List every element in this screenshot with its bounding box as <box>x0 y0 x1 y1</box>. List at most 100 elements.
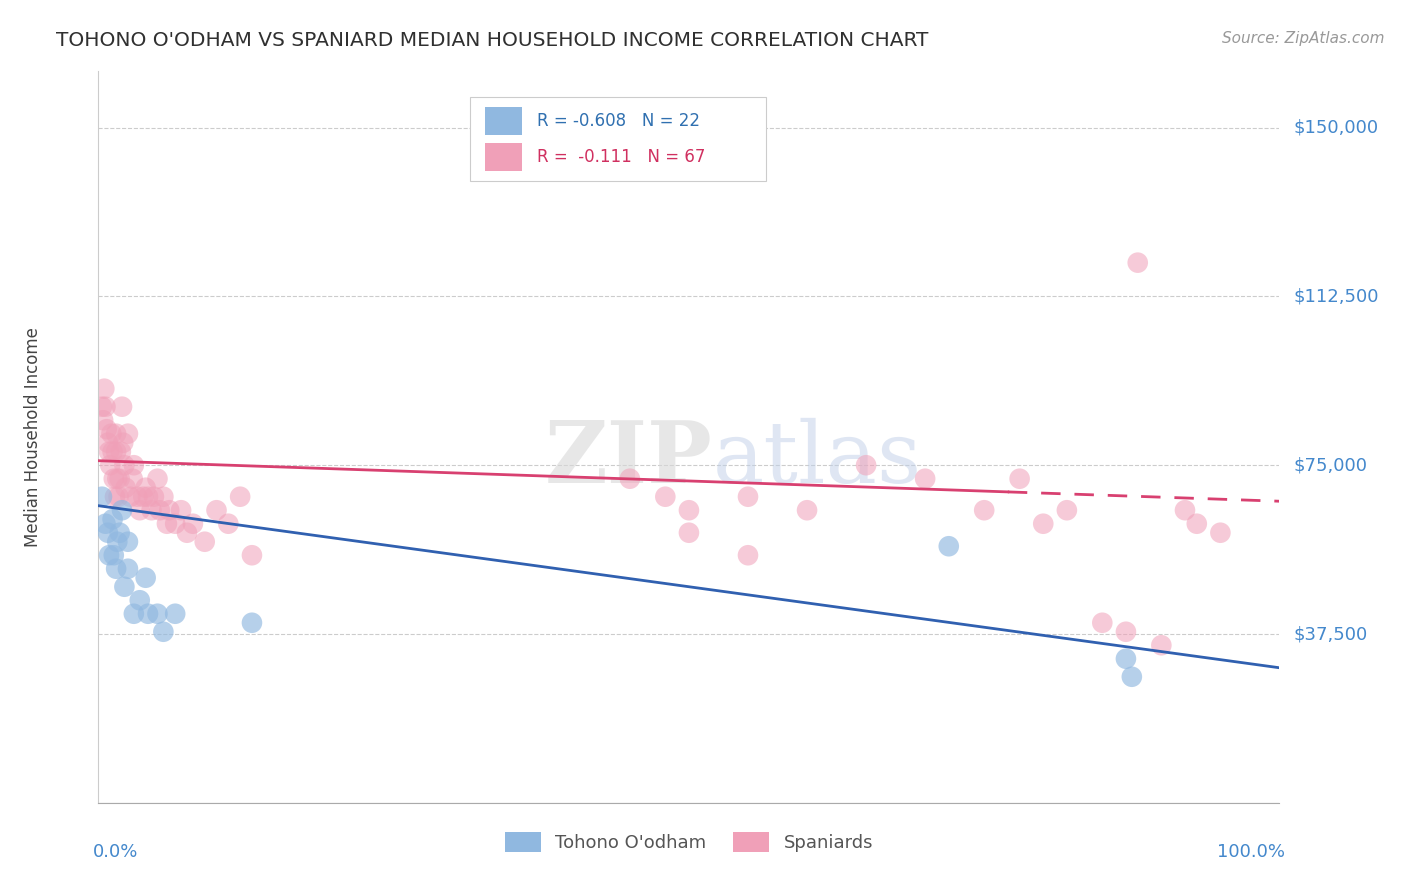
Point <box>105 426 128 441</box>
Point <box>229 490 252 504</box>
Point <box>165 607 187 621</box>
Point <box>120 490 142 504</box>
Point <box>136 607 159 621</box>
Point <box>240 615 263 630</box>
Point <box>914 472 936 486</box>
Point <box>1008 472 1031 486</box>
Point <box>98 458 121 473</box>
Legend: Tohono O'odham, Spaniards: Tohono O'odham, Spaniards <box>498 824 880 860</box>
Text: $37,500: $37,500 <box>1294 625 1368 643</box>
Point <box>1126 255 1149 269</box>
Point <box>98 548 121 562</box>
Text: $150,000: $150,000 <box>1294 119 1379 136</box>
Point <box>121 472 143 486</box>
Point <box>737 548 759 562</box>
Point <box>1185 516 1208 531</box>
Point <box>132 490 155 504</box>
Point <box>117 534 139 549</box>
Point <box>796 503 818 517</box>
Point <box>127 490 149 504</box>
Point <box>98 444 121 458</box>
Point <box>100 426 122 441</box>
Point <box>165 516 187 531</box>
Point <box>217 516 239 531</box>
Point <box>1174 503 1197 517</box>
Point <box>107 490 129 504</box>
Point <box>1056 503 1078 517</box>
Point <box>112 435 135 450</box>
Point <box>104 490 127 504</box>
Point <box>96 422 118 436</box>
Point <box>181 516 204 531</box>
Point <box>194 534 217 549</box>
Text: $75,000: $75,000 <box>1294 456 1368 475</box>
Point <box>855 458 877 473</box>
Text: 0.0%: 0.0% <box>93 843 138 861</box>
Point <box>128 503 150 517</box>
Text: R =  -0.111   N = 67: R = -0.111 N = 67 <box>537 148 704 166</box>
Text: Source: ZipAtlas.com: Source: ZipAtlas.com <box>1222 31 1385 46</box>
Point <box>205 503 228 517</box>
Point <box>678 503 700 517</box>
Point <box>1115 652 1137 666</box>
Point <box>678 525 700 540</box>
Point <box>128 593 150 607</box>
Point <box>101 444 124 458</box>
Point <box>122 607 145 621</box>
Point <box>156 516 179 531</box>
Text: 100.0%: 100.0% <box>1218 843 1285 861</box>
Point <box>1121 670 1143 684</box>
Point <box>152 624 174 639</box>
Point <box>111 503 134 517</box>
Point <box>1115 624 1137 639</box>
Text: atlas: atlas <box>713 417 922 500</box>
Bar <box>485 143 523 171</box>
Text: R = -0.608   N = 22: R = -0.608 N = 22 <box>537 112 700 130</box>
Point <box>135 481 157 495</box>
Point <box>103 472 125 486</box>
Point <box>122 458 145 473</box>
Point <box>1032 516 1054 531</box>
Point <box>97 435 120 450</box>
Point <box>91 400 114 414</box>
FancyBboxPatch shape <box>471 97 766 181</box>
Point <box>91 490 114 504</box>
Point <box>157 503 180 517</box>
Point <box>94 400 117 414</box>
Point <box>149 503 172 517</box>
Point <box>108 525 131 540</box>
Point <box>619 472 641 486</box>
Point <box>146 607 169 621</box>
Point <box>117 426 139 441</box>
Text: TOHONO O'ODHAM VS SPANIARD MEDIAN HOUSEHOLD INCOME CORRELATION CHART: TOHONO O'ODHAM VS SPANIARD MEDIAN HOUSEH… <box>56 31 928 50</box>
Point <box>108 472 131 486</box>
Point <box>117 562 139 576</box>
Text: Median Household Income: Median Household Income <box>24 327 42 547</box>
Point <box>737 490 759 504</box>
Point <box>1209 525 1232 540</box>
Point <box>110 444 132 458</box>
Point <box>97 525 120 540</box>
Text: ZIP: ZIP <box>544 417 713 501</box>
Point <box>141 503 163 517</box>
Point <box>105 534 128 549</box>
Point <box>112 580 135 594</box>
Point <box>170 503 193 517</box>
Point <box>1091 615 1114 630</box>
Bar <box>485 107 523 135</box>
Point <box>938 539 960 553</box>
Point <box>111 400 134 414</box>
Point <box>1150 638 1173 652</box>
Point <box>91 413 114 427</box>
Point <box>93 382 115 396</box>
Point <box>146 472 169 486</box>
Point <box>94 516 117 531</box>
Point <box>114 481 136 495</box>
Point <box>105 444 128 458</box>
Point <box>112 458 135 473</box>
Point <box>240 548 263 562</box>
Point <box>142 490 165 504</box>
Point <box>135 571 157 585</box>
Point <box>973 503 995 517</box>
Point <box>105 472 128 486</box>
